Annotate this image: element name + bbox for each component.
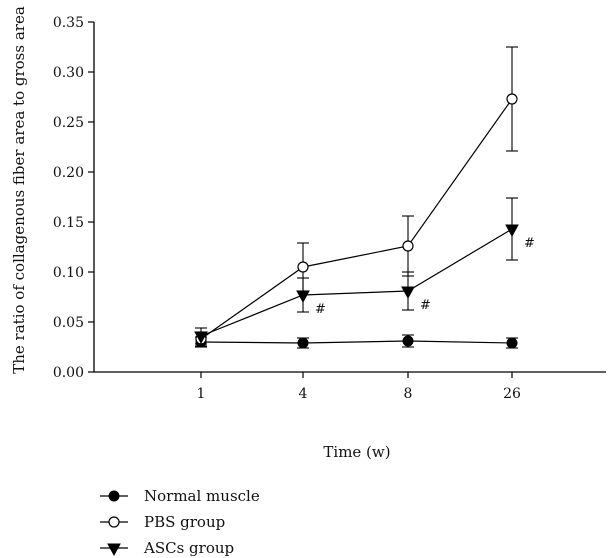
legend-marker: [107, 543, 121, 557]
y-tick-label: 0.25: [53, 115, 84, 131]
data-point: [296, 290, 310, 304]
series-1: [195, 334, 518, 349]
data-point: [506, 337, 518, 349]
series-line: [200, 98, 513, 340]
series-line: [200, 340, 513, 344]
data-point: [402, 335, 414, 347]
x-axis-label: Time (w): [323, 443, 390, 461]
y-axis-label: The ratio of collagenous fiber area to g…: [10, 6, 28, 374]
legend-marker: [108, 516, 120, 528]
legend-label: Normal muscle: [144, 487, 260, 505]
y-tick-label: 0.00: [53, 365, 84, 381]
legend-item: PBS group: [100, 513, 225, 531]
axes: [93, 22, 606, 373]
data-point: [401, 286, 415, 300]
legend-item: Normal muscle: [100, 487, 260, 505]
legend-marker: [108, 490, 120, 502]
significance-mark: #: [420, 298, 431, 313]
legend-item: ASCs group: [100, 539, 234, 557]
legend: Normal muscle PBS group ASCs group: [100, 487, 260, 557]
data-point: [506, 93, 518, 105]
x-ticks: 1 4 8 26: [197, 372, 521, 402]
y-tick-label: 0.15: [53, 215, 84, 231]
series-marks: # # #: [194, 46, 535, 349]
y-tick-label: 0.10: [53, 265, 84, 281]
legend-label: PBS group: [144, 513, 225, 531]
data-point: [505, 224, 519, 238]
y-tick-label: 0.20: [53, 165, 84, 181]
x-tick-label: 4: [299, 386, 308, 402]
series-2: [195, 46, 518, 347]
y-tick-label: 0.35: [53, 15, 84, 31]
legend-label: ASCs group: [143, 539, 234, 557]
data-point: [297, 261, 309, 273]
y-tick-label: 0.30: [53, 65, 84, 81]
x-tick-label: 8: [404, 386, 413, 402]
x-tick-label: 26: [503, 386, 521, 402]
data-point: [297, 337, 309, 349]
series-3: # # #: [194, 197, 535, 345]
significance-mark: #: [315, 302, 326, 317]
y-ticks: 0.00 0.05 0.10 0.15 0.20 0.25 0.30 0.35: [53, 15, 94, 381]
data-point: [402, 240, 414, 252]
x-tick-label: 1: [197, 386, 206, 402]
y-tick-label: 0.05: [53, 315, 84, 331]
data-point: [194, 331, 208, 345]
series-line: [200, 228, 513, 337]
significance-mark: #: [524, 236, 535, 251]
